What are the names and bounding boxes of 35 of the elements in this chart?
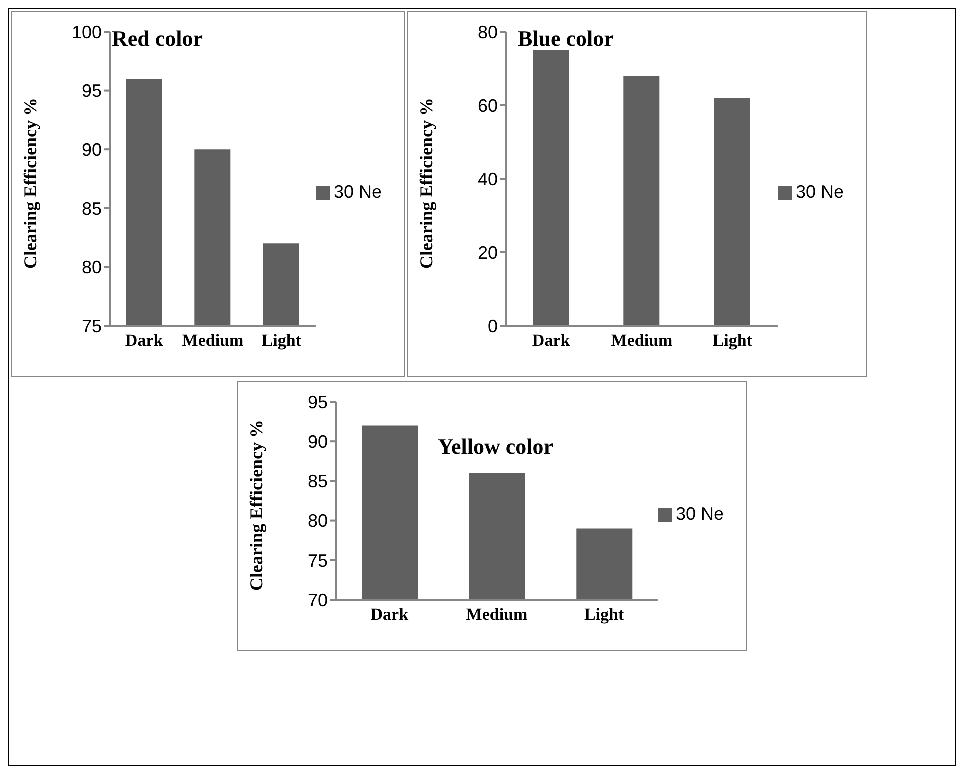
y-tick-label: 80 xyxy=(478,22,498,42)
y-tick-label: 85 xyxy=(308,472,328,492)
y-tick-label: 75 xyxy=(308,550,328,571)
chart-title: Blue color xyxy=(518,26,614,52)
x-tick-label: Light xyxy=(712,331,753,350)
y-axis-title: Clearing Efficiency % xyxy=(246,420,266,591)
y-axis-title: Clearing Efficiency % xyxy=(416,98,436,269)
y-tick-label: 90 xyxy=(308,432,328,452)
y-tick-label: 95 xyxy=(82,81,102,102)
legend-label: 30 Ne xyxy=(676,504,724,524)
y-tick-label: 90 xyxy=(82,140,102,160)
y-tick-label: 20 xyxy=(478,242,498,263)
x-tick-label: Dark xyxy=(370,605,410,624)
x-tick-label: Medium xyxy=(611,331,673,350)
legend-label: 30 Ne xyxy=(796,182,844,202)
y-tick-label: 85 xyxy=(82,198,102,219)
y-tick-label: 70 xyxy=(308,590,328,610)
x-tick-label: Medium xyxy=(466,605,528,624)
y-tick-label: 60 xyxy=(478,96,498,116)
x-tick-label: Dark xyxy=(532,331,571,350)
x-tick-label: Dark xyxy=(125,331,164,350)
y-tick-label: 95 xyxy=(308,392,328,412)
chart-title: Red color xyxy=(112,26,204,52)
x-tick-label: Medium xyxy=(182,331,244,350)
x-tick-label: Light xyxy=(262,331,302,350)
y-tick-label: 80 xyxy=(308,511,328,532)
y-tick-label: 100 xyxy=(72,22,102,42)
y-tick-label: 80 xyxy=(82,258,102,278)
y-tick-label: 40 xyxy=(478,169,498,190)
y-tick-label: 75 xyxy=(82,316,102,336)
y-tick-label: 0 xyxy=(488,316,498,336)
text: Yellow color xyxy=(438,434,554,460)
x-tick-label: Light xyxy=(584,605,624,624)
legend-label: 30 Ne xyxy=(334,182,382,202)
y-axis-title: Clearing Efficiency % xyxy=(20,98,40,269)
